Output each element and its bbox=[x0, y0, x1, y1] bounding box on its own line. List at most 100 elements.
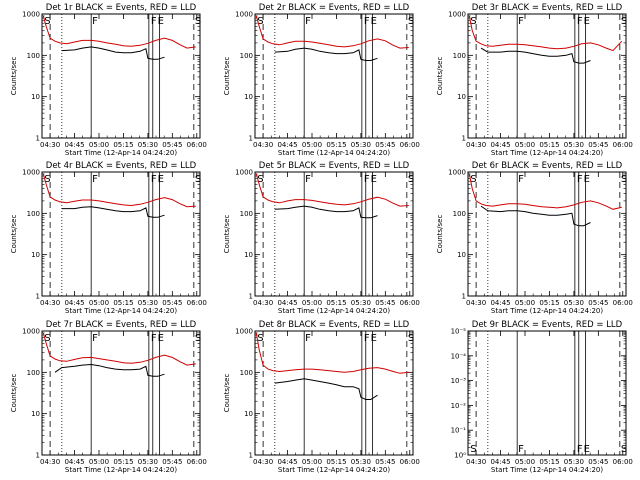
y-tick-label: 10 bbox=[244, 251, 253, 259]
y-tick-label: 100 bbox=[240, 210, 253, 218]
series-events bbox=[274, 378, 378, 400]
x-axis-label: Start Time (12-Apr-14 04:24:20) bbox=[65, 149, 177, 157]
y-tick-label: 1 bbox=[249, 452, 253, 460]
y-tick-label: 100 bbox=[453, 210, 466, 218]
series-lld bbox=[42, 332, 196, 366]
y-tick-label: 1000 bbox=[448, 11, 466, 19]
y-tick-label: 1 bbox=[249, 135, 253, 143]
x-tick-label: 05:00 bbox=[515, 458, 535, 466]
marker-E: E bbox=[158, 16, 164, 27]
y-tick-label: 10 bbox=[457, 93, 466, 101]
x-tick-label: 06:00 bbox=[400, 299, 420, 307]
x-tick-label: 05:15 bbox=[113, 299, 133, 307]
x-tick-label: 05:45 bbox=[162, 299, 182, 307]
series-events bbox=[480, 205, 591, 227]
marker-S: S bbox=[470, 174, 476, 185]
x-tick-label: 06:00 bbox=[400, 458, 420, 466]
x-tick-label: 04:30 bbox=[40, 299, 60, 307]
x-axis-label: Start Time (12-Apr-14 04:24:20) bbox=[278, 307, 390, 315]
x-tick-label: 04:30 bbox=[253, 458, 273, 466]
y-tick-label: 1 bbox=[36, 452, 40, 460]
y-tick-label: 10 bbox=[31, 251, 40, 259]
y-tick-label: 10 bbox=[31, 410, 40, 418]
marker-E: E bbox=[371, 174, 377, 185]
plot-frame bbox=[41, 171, 201, 297]
marker-E: E bbox=[158, 174, 164, 185]
panel-9: Det 9r BLACK = Events, RED = LLD 10⁰ 10⁻¹ 1… bbox=[451, 320, 633, 474]
marker-S: S bbox=[195, 333, 201, 344]
series-lld bbox=[255, 15, 409, 49]
y-tick-label: 10⁻² bbox=[451, 402, 467, 410]
x-tick-label: 04:45 bbox=[490, 299, 510, 307]
marker-F: F bbox=[518, 174, 524, 185]
x-axis-label: Start Time (12-Apr-14 04:24:20) bbox=[491, 466, 603, 474]
x-tick-label: 05:00 bbox=[515, 299, 535, 307]
marker-F: F bbox=[151, 174, 157, 185]
y-tick-label: 1000 bbox=[22, 169, 40, 177]
y-axis-label: Counts/sec bbox=[223, 215, 231, 254]
x-tick-label: 05:45 bbox=[375, 458, 395, 466]
x-tick-label: 04:45 bbox=[277, 458, 297, 466]
series-events bbox=[61, 206, 165, 218]
marker-F: F bbox=[577, 444, 583, 455]
x-tick-label: 04:30 bbox=[40, 458, 60, 466]
plot-frame bbox=[467, 171, 627, 297]
marker-F: F bbox=[364, 174, 370, 185]
x-tick-label: 05:45 bbox=[375, 141, 395, 149]
marker-S: S bbox=[621, 16, 627, 27]
plot-frame bbox=[41, 330, 201, 456]
y-tick-label: 10⁻⁵ bbox=[451, 328, 467, 336]
marker-S: S bbox=[408, 333, 414, 344]
marker-F: F bbox=[151, 333, 157, 344]
plot-frame bbox=[41, 13, 201, 139]
x-tick-label: 05:00 bbox=[302, 141, 322, 149]
y-axis-label: Counts/sec bbox=[10, 374, 18, 413]
x-axis-label: Start Time (12-Apr-14 04:24:20) bbox=[65, 466, 177, 474]
x-axis-label: Start Time (12-Apr-14 04:24:20) bbox=[278, 149, 390, 157]
y-tick-label: 10⁻¹ bbox=[451, 427, 467, 435]
x-tick-label: 04:45 bbox=[64, 458, 84, 466]
x-tick-label: 04:45 bbox=[64, 141, 84, 149]
y-tick-label: 100 bbox=[240, 52, 253, 60]
y-tick-label: 10⁻³ bbox=[451, 377, 467, 385]
series-events bbox=[274, 205, 378, 219]
marker-S: S bbox=[195, 174, 201, 185]
panel-6: Det 6r BLACK = Events, RED = LLD 1 10 100 10… bbox=[436, 161, 633, 315]
x-tick-label: 04:30 bbox=[466, 299, 486, 307]
y-tick-label: 1 bbox=[36, 135, 40, 143]
x-tick-label: 05:00 bbox=[302, 458, 322, 466]
marker-F: F bbox=[577, 16, 583, 27]
x-tick-label: 05:45 bbox=[375, 299, 395, 307]
y-tick-label: 10⁰ bbox=[454, 452, 466, 460]
series-lld bbox=[42, 173, 196, 208]
x-tick-label: 05:45 bbox=[588, 299, 608, 307]
panel-title: Det 1r BLACK = Events, RED = LLD bbox=[46, 3, 197, 13]
x-tick-label: 05:15 bbox=[326, 299, 346, 307]
marker-E: E bbox=[371, 333, 377, 344]
panel-2: Det 2r BLACK = Events, RED = LLD 1 10 100 10… bbox=[223, 3, 420, 157]
x-tick-label: 06:00 bbox=[613, 299, 633, 307]
y-tick-label: 10 bbox=[244, 410, 253, 418]
marker-S: S bbox=[470, 444, 476, 455]
marker-F: F bbox=[305, 333, 311, 344]
x-axis-label: Start Time (12-Apr-14 04:24:20) bbox=[65, 307, 177, 315]
plot-frame bbox=[254, 13, 414, 139]
x-tick-label: 06:00 bbox=[613, 458, 633, 466]
x-tick-label: 05:45 bbox=[162, 141, 182, 149]
x-tick-label: 05:15 bbox=[539, 299, 559, 307]
series-events bbox=[54, 363, 165, 377]
x-tick-label: 05:30 bbox=[138, 141, 158, 149]
x-tick-label: 05:15 bbox=[113, 458, 133, 466]
marker-E: E bbox=[584, 174, 590, 185]
marker-E: E bbox=[584, 444, 590, 455]
y-axis-label: Counts/sec bbox=[436, 215, 444, 254]
x-axis-label: Start Time (12-Apr-14 04:24:20) bbox=[491, 149, 603, 157]
y-tick-label: 100 bbox=[27, 52, 40, 60]
panel-title: Det 9r BLACK = Events, RED = LLD bbox=[472, 320, 623, 330]
panel-title: Det 5r BLACK = Events, RED = LLD bbox=[259, 161, 410, 171]
x-tick-label: 04:30 bbox=[466, 458, 486, 466]
panel-1: Det 1r BLACK = Events, RED = LLD 1 10 100 10… bbox=[10, 3, 207, 157]
panel-title: Det 7r BLACK = Events, RED = LLD bbox=[46, 320, 197, 330]
y-tick-label: 10⁻⁴ bbox=[451, 352, 467, 360]
x-tick-label: 05:30 bbox=[564, 299, 584, 307]
